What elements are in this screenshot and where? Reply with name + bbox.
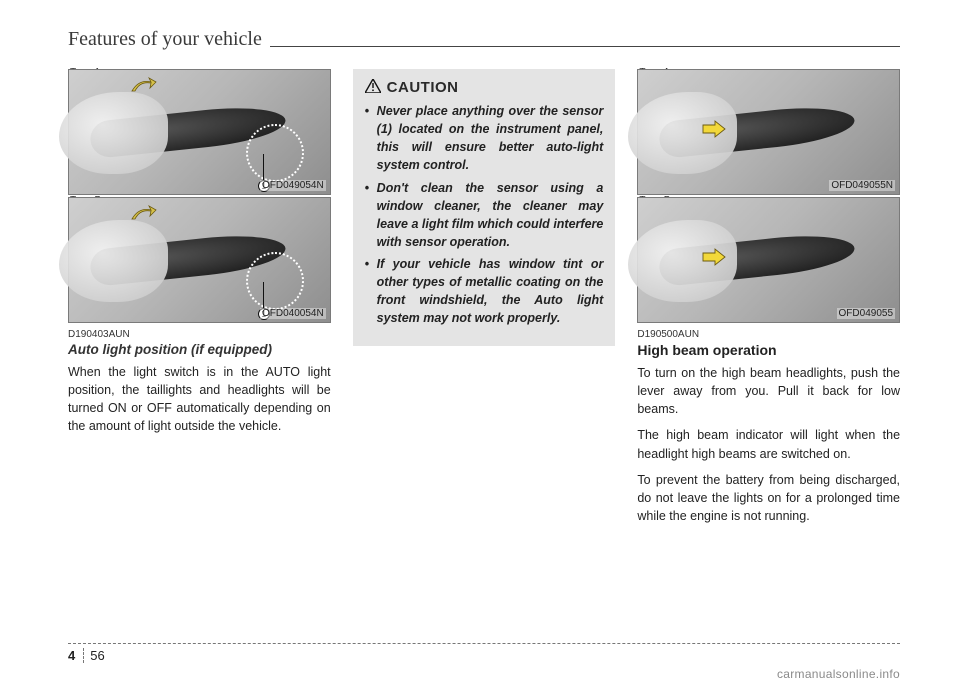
caution-item: If your vehicle has window tint or other… [365, 255, 604, 328]
section-body: When the light switch is in the AUTO lig… [68, 363, 331, 436]
section-body: To turn on the high beam headlights, pus… [637, 364, 900, 418]
column-1: Type A 1 OFD049054N Type B [68, 69, 331, 533]
content-columns: Type A 1 OFD049054N Type B [68, 69, 900, 533]
caution-title: CAUTION [387, 79, 459, 96]
figure-auto-light-a: 1 OFD049054N [68, 69, 331, 195]
push-arrow-icon [701, 248, 727, 266]
rotate-arrow-icon [129, 77, 157, 95]
sensor-ring [246, 124, 304, 182]
caution-item: Don't clean the sensor using a window cl… [365, 179, 604, 252]
figure-3b-wrapper: Type B OFD049055 [637, 197, 900, 323]
section-body: To prevent the battery from being discha… [637, 471, 900, 525]
chapter-number: 4 [68, 648, 84, 663]
page-footer: 4 56 [68, 643, 900, 663]
figure-1b-wrapper: Type B 1 OFD040054N [68, 197, 331, 323]
hand-graphic [59, 92, 168, 174]
section-subhead: High beam operation [637, 342, 900, 358]
watermark: carmanualsonline.info [777, 667, 900, 681]
warning-icon [365, 79, 381, 96]
figure-high-beam-a: OFD049055N [637, 69, 900, 195]
figure-id: OFD049055 [837, 308, 895, 319]
header-title: Features of your vehicle [68, 28, 270, 51]
column-2: CAUTION Never place anything over the se… [353, 69, 616, 533]
caution-header: CAUTION [365, 79, 604, 96]
page-number: 56 [84, 648, 104, 663]
sensor-ring [246, 252, 304, 310]
section-ref: D190403AUN [68, 329, 331, 340]
page-header: Features of your vehicle [68, 28, 900, 51]
section-ref: D190500AUN [637, 329, 900, 340]
callout-line [263, 282, 264, 308]
rotate-arrow-icon [129, 205, 157, 223]
figure-1a-wrapper: Type A 1 OFD049054N [68, 69, 331, 195]
hand-graphic [59, 220, 168, 302]
figure-3a-wrapper: Type A OFD049055N [637, 69, 900, 195]
header-rule [270, 46, 900, 47]
footer-numbers: 4 56 [68, 648, 900, 663]
figure-id: OFD040054N [260, 308, 326, 319]
manual-page: Features of your vehicle Type A 1 [0, 0, 960, 689]
caution-item: Never place anything over the sensor (1)… [365, 102, 604, 175]
caution-box: CAUTION Never place anything over the se… [353, 69, 616, 346]
footer-rule [68, 643, 900, 644]
section-subhead: Auto light position (if equipped) [68, 342, 331, 357]
figure-id: OFD049054N [260, 180, 326, 191]
figure-id: OFD049055N [829, 180, 895, 191]
figure-high-beam-b: OFD049055 [637, 197, 900, 323]
figure-auto-light-b: 1 OFD040054N [68, 197, 331, 323]
push-arrow-icon [701, 120, 727, 138]
section-body: The high beam indicator will light when … [637, 426, 900, 462]
column-3: Type A OFD049055N Type B [637, 69, 900, 533]
callout-line [263, 154, 264, 180]
caution-list: Never place anything over the sensor (1)… [365, 102, 604, 328]
